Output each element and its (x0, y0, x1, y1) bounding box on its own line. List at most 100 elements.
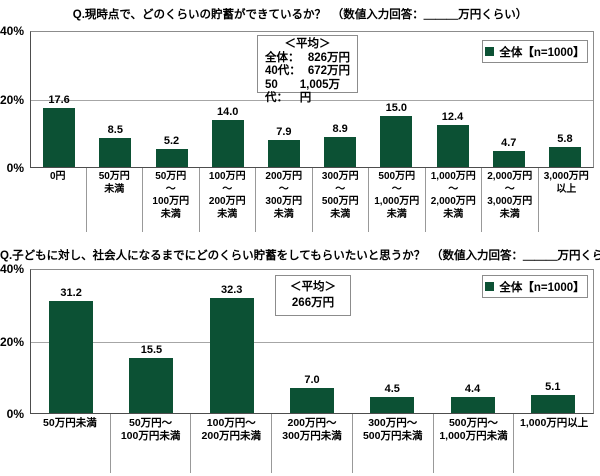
bar-value-label: 15.0 (385, 102, 408, 115)
bar-value-label: 7.9 (276, 126, 292, 139)
y-axis-tick-label: 20% (0, 92, 24, 107)
y-axis: 40% 20% 0% (0, 24, 26, 175)
x-axis-category-label: 50万円〜 100万円未満 (109, 414, 191, 473)
legend: 全体【n=1000】 (482, 275, 588, 298)
bar (289, 387, 334, 413)
bar-cell: 14.0 (200, 32, 256, 167)
x-axis-category-label: 500万円〜 1,000万円未満 (432, 414, 514, 473)
average-row: 40代： 672万円 (258, 65, 357, 79)
x-axis-category-label: 50万円未満 (43, 417, 97, 429)
average-row-value: 1,005万円 (299, 78, 341, 105)
y-axis-tick-label: 0% (6, 407, 24, 421)
chart-title: Q.現時点で、どのくらいの貯蓄ができているか？ （数値入力回答：＿＿＿万円くらい… (72, 9, 528, 21)
gridline-20pct (31, 341, 593, 343)
gridline-20pct (31, 99, 593, 101)
y-axis-tick-label: 20% (0, 334, 24, 349)
average-row: 50代： 1,005万円 (258, 79, 357, 106)
bar-series: 31.2 15.5 32.3 7.0 4.5 4.4 5.1 (31, 270, 593, 413)
bar-value-label: 31.2 (60, 287, 82, 300)
y-axis-tick-label: 0% (6, 161, 24, 175)
x-axis-category-label: 500万円 〜 1,000万円 未満 (368, 168, 425, 232)
bar-cell: 8.5 (87, 32, 143, 167)
x-axis-category-label: 1,000万円 〜 2,000万円 未満 (424, 168, 482, 232)
average-heading: ＜平均＞ (284, 38, 331, 50)
bar (129, 357, 174, 413)
bar-value-label: 8.5 (107, 124, 123, 137)
y-axis: 40% 20% 0% (0, 262, 26, 421)
bar-cell: 8.9 (312, 32, 368, 167)
average-row-value: 826万円 (307, 51, 350, 64)
bar (548, 147, 581, 167)
bar-cell: 17.6 (31, 32, 87, 167)
average-row-value: 672万円 (307, 65, 350, 77)
average-row-label: 全体： (265, 51, 300, 64)
bar-cell: 32.3 (192, 270, 272, 413)
x-axis-category-label: 200万円〜 300万円未満 (271, 414, 352, 473)
legend-label: 全体【n=1000】 (499, 281, 585, 294)
bar-value-label: 5.2 (163, 135, 180, 148)
bar (155, 149, 188, 167)
bar-cell: 12.4 (424, 32, 480, 167)
y-axis-tick-label: 40% (0, 24, 24, 38)
bar-cell: 4.4 (432, 270, 512, 413)
legend-swatch-icon (485, 47, 495, 56)
x-axis-category-label: 300万円 〜 500万円 未満 (311, 168, 369, 232)
bar-value-label: 4.7 (501, 137, 517, 150)
bar-cell: 15.5 (111, 270, 191, 413)
average-row: 266万円 (276, 295, 350, 311)
bar (530, 394, 575, 413)
bar-value-label: 32.3 (220, 283, 243, 296)
bar (380, 116, 413, 167)
bar (267, 140, 300, 167)
bar (209, 297, 254, 413)
bar-value-label: 5.1 (545, 380, 561, 393)
x-axis-category-label: 200万円 〜 300万円 未満 (255, 168, 312, 232)
average-box: ＜平均＞ 266万円 (275, 275, 351, 316)
bar-cell: 15.0 (368, 32, 424, 167)
bar-value-label: 14.0 (216, 105, 239, 118)
x-axis-category-label: 2,000万円 〜 3,000万円 未満 (481, 168, 538, 232)
legend: 全体【n=1000】 (482, 40, 588, 63)
bar-value-label: 4.4 (464, 383, 481, 396)
x-axis-category-label: 50万円 未満 (85, 168, 143, 232)
average-row-value: 266万円 (291, 297, 335, 309)
bar (43, 107, 76, 167)
bar-value-label: 7.0 (304, 373, 320, 386)
chart-current-savings: Q.現時点で、どのくらいの貯蓄ができているか？ （数値入力回答：＿＿＿万円くらい… (0, 9, 594, 232)
x-axis-category-label: 0円 (49, 171, 66, 182)
average-row: 全体： 826万円 (258, 52, 357, 66)
x-axis-category-label: 1,000万円以上 (513, 414, 594, 473)
y-axis-tick-label: 40% (0, 262, 24, 276)
bar-cell: 31.2 (31, 270, 111, 413)
bar (49, 301, 94, 413)
bar-cell: 5.8 (537, 32, 593, 167)
bar (436, 125, 469, 167)
chart-title: Q.子どもに対し、社会人になるまでにどのくらい貯蓄をしてもらいたいと思うか？ （… (0, 250, 600, 262)
bar-value-label: 8.9 (332, 122, 348, 135)
bar (99, 138, 132, 167)
average-heading: ＜平均＞ (290, 281, 336, 293)
bar-cell: 5.1 (513, 270, 593, 413)
bar-cell: 4.5 (352, 270, 432, 413)
x-axis-labels: 0円 50万円 未満 50万円 〜 100万円 未満 100万円 〜 200万円 未満… (30, 168, 594, 232)
bar-cell: 4.7 (481, 32, 537, 167)
bar-value-label: 12.4 (441, 111, 464, 124)
x-axis-category-label: 100万円〜 200万円未満 (190, 414, 271, 473)
average-row-label: 40代： (265, 65, 301, 77)
legend-label: 全体【n=1000】 (499, 46, 585, 59)
x-axis-labels: 50万円未満 50万円〜 100万円未満 100万円〜 200万円未満 200万円〜 … (30, 414, 594, 473)
bar-value-label: 4.5 (384, 382, 400, 395)
bar (211, 119, 244, 167)
average-box: ＜平均＞ 全体： 826万円 40代： 672万円 50代： 1,005万円 (257, 35, 358, 104)
bar-value-label: 5.8 (557, 133, 573, 146)
bar-cell: 5.2 (143, 32, 199, 167)
x-axis-category-label: 100万円 〜 200万円 未満 (198, 168, 256, 232)
bar (450, 397, 495, 413)
bar-cell: 7.0 (272, 270, 352, 413)
x-axis-category-label: 50万円 〜 100万円 未満 (142, 168, 199, 232)
bar (324, 136, 357, 167)
average-row-label: 50代： (265, 78, 288, 105)
bar (370, 396, 415, 413)
x-axis-category-label: 3,000万円 以上 (537, 168, 595, 232)
bar-value-label: 17.6 (48, 93, 70, 106)
